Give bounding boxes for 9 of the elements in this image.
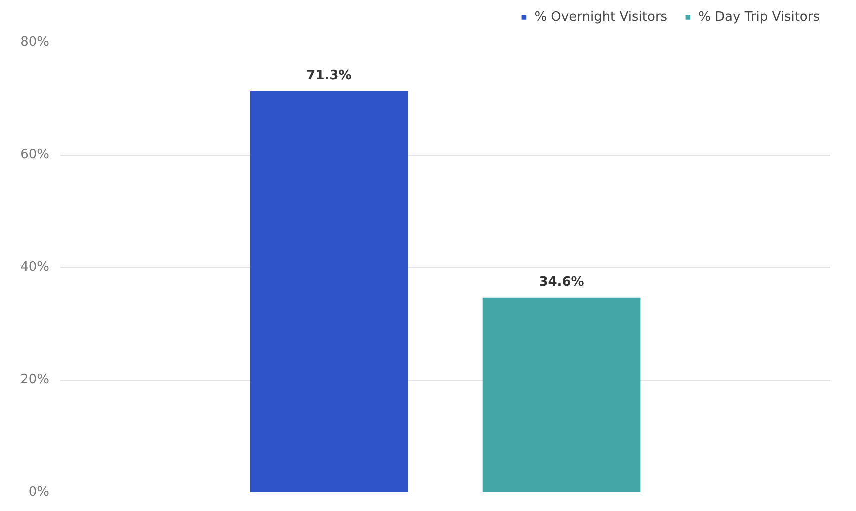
y-tick-label: 80% <box>20 35 50 50</box>
data-label: 34.6% <box>539 274 584 290</box>
y-tick-label: 20% <box>20 372 50 388</box>
data-label: 71.3% <box>306 68 352 84</box>
y-tick-label: 0% <box>28 485 50 500</box>
legend-label: % Day Trip Visitors <box>698 9 820 25</box>
legend-label: % Overnight Visitors <box>534 9 668 25</box>
y-tick-label: 60% <box>20 148 50 162</box>
y-tick-label: 40% <box>20 260 50 275</box>
